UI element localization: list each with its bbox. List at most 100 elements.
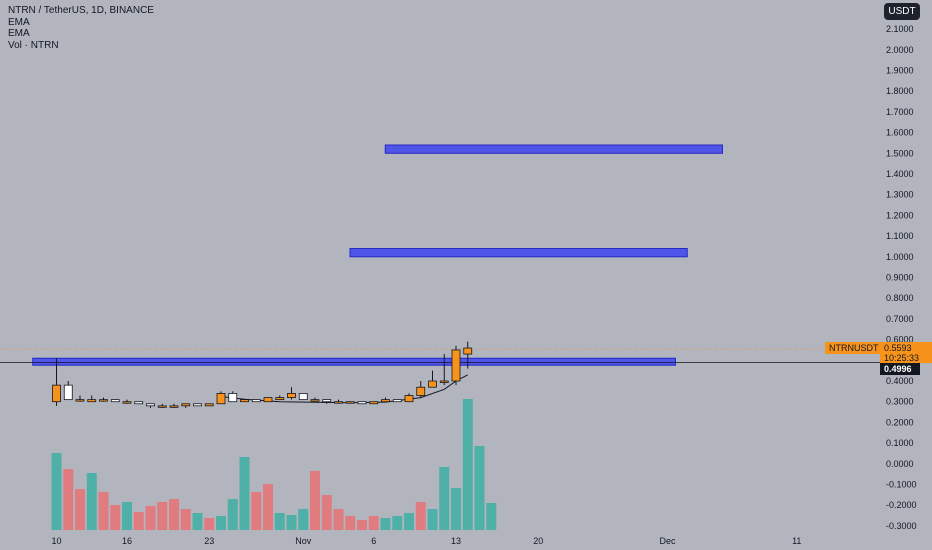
volume-bar <box>427 509 438 530</box>
volume-bar <box>439 467 450 530</box>
candle-body[interactable] <box>439 380 449 383</box>
legend-ema-1[interactable]: EMA <box>8 16 30 28</box>
volume-bar <box>192 513 203 530</box>
level-tag-value: 0.4996 <box>884 364 912 374</box>
volume-bar <box>239 457 250 530</box>
legend-volume[interactable]: Vol · NTRN <box>8 39 59 51</box>
volume-bar <box>462 399 473 530</box>
volume-bar <box>122 502 132 530</box>
symbol-tag-bg <box>825 342 881 354</box>
price-tick-label: -0.3000 <box>886 521 917 531</box>
price-tick-label: 1.0000 <box>886 252 914 262</box>
last-price-value: 0.5593 <box>884 343 912 353</box>
candle-body[interactable] <box>275 397 285 401</box>
volume-bar <box>227 499 238 530</box>
candle-body[interactable] <box>322 399 332 403</box>
volume-bar <box>310 471 320 530</box>
candle-body[interactable] <box>63 384 73 401</box>
time-tick-label: 10 <box>51 536 61 546</box>
candle-body[interactable] <box>463 347 473 355</box>
legend-title[interactable]: NTRN / TetherUS, 1D, BINANCE <box>8 5 154 16</box>
candle-body[interactable] <box>52 384 61 403</box>
volume-bar <box>451 488 461 530</box>
price-tick-label: -0.1000 <box>886 480 917 490</box>
zone-rectangle[interactable] <box>349 248 688 258</box>
candle-body[interactable] <box>87 399 97 403</box>
volume-bar <box>145 506 156 530</box>
time-axis[interactable]: 10 16 23 Nov 6 13 20 Dec 11 <box>51 536 801 546</box>
chart-legend: NTRN / TetherUS, 1D, BINANCE EMA EMA Vol… <box>8 5 154 51</box>
candle-body[interactable] <box>416 386 426 396</box>
candle-body[interactable] <box>110 399 120 403</box>
candle-body[interactable] <box>369 401 379 405</box>
candle-body[interactable] <box>287 393 296 398</box>
volume-bar <box>392 516 403 530</box>
candle-body[interactable] <box>392 399 402 403</box>
candle-body[interactable] <box>357 401 367 405</box>
price-tick-label: 1.2000 <box>886 210 914 220</box>
volume-bar <box>110 505 121 530</box>
volume-bars <box>51 399 497 530</box>
candle-body[interactable] <box>157 405 167 408</box>
price-tick-label: 0.0000 <box>886 459 914 469</box>
candle-body[interactable] <box>451 349 461 382</box>
candle-body[interactable] <box>134 401 144 405</box>
candle-body[interactable] <box>169 405 179 408</box>
volume-bar <box>216 516 226 530</box>
price-tick-label: 1.7000 <box>886 107 914 117</box>
volume-bar <box>404 513 414 530</box>
candle-body[interactable] <box>75 399 85 402</box>
candle-body[interactable] <box>345 401 355 404</box>
candle-body[interactable] <box>146 403 155 407</box>
volume-bar <box>474 446 485 530</box>
volume-bar <box>133 512 144 530</box>
time-tick-label: Nov <box>295 536 312 546</box>
volume-bar <box>75 489 85 530</box>
price-tick-label: 0.9000 <box>886 273 914 283</box>
price-tick-label: 1.6000 <box>886 128 914 138</box>
candle-body[interactable] <box>404 395 414 403</box>
time-tick-label: 11 <box>792 536 801 546</box>
candle-body[interactable] <box>181 403 191 407</box>
price-tick-label: 1.1000 <box>886 231 914 241</box>
candle-body[interactable] <box>298 393 308 401</box>
candle-body[interactable] <box>381 399 390 403</box>
candle-body[interactable] <box>428 380 437 388</box>
legend-ema-2[interactable]: EMA <box>8 28 30 39</box>
symbol-tag-label: NTRNUSDT <box>829 343 879 353</box>
price-tick-label: 0.7000 <box>886 314 914 324</box>
zone-rectangle[interactable] <box>32 357 676 366</box>
price-axis[interactable]: 2.1000 2.0000 1.9000 1.8000 1.7000 1.6000 1.50… <box>886 24 917 531</box>
candle-body[interactable] <box>99 399 108 402</box>
price-tick-label: 1.4000 <box>886 169 914 179</box>
candles[interactable] <box>52 341 473 408</box>
price-tick-label: 0.8000 <box>886 293 914 303</box>
volume-bar <box>415 502 426 530</box>
candle-body[interactable] <box>193 403 202 407</box>
zone-rectangle[interactable] <box>384 144 723 154</box>
time-tick-label: 20 <box>533 536 543 546</box>
currency-button[interactable]: USDT <box>884 3 920 20</box>
candle-body[interactable] <box>122 401 132 404</box>
volume-bar <box>157 502 168 530</box>
level-tag-bg <box>880 363 920 375</box>
volume-bar <box>357 520 367 530</box>
candle-body[interactable] <box>204 403 214 407</box>
volume-bar <box>333 509 344 530</box>
volume-bar <box>51 453 62 530</box>
time-tick-label: 23 <box>204 536 214 546</box>
candle-body[interactable] <box>310 399 320 402</box>
candle-body[interactable] <box>251 399 261 403</box>
candle-body[interactable] <box>228 393 238 403</box>
price-tick-label: 1.9000 <box>886 66 914 76</box>
last-price-tag-bg <box>880 342 932 363</box>
candle-body[interactable] <box>334 401 343 404</box>
candle-body[interactable] <box>216 393 226 405</box>
candle-body[interactable] <box>263 397 273 403</box>
time-tick-label: 6 <box>371 536 376 546</box>
candle-body[interactable] <box>240 399 249 403</box>
volume-bar <box>380 518 391 530</box>
zones[interactable] <box>32 144 723 366</box>
price-tags: NTRNUSDT 0.5593 10:25:33 0.4996 <box>825 342 932 375</box>
